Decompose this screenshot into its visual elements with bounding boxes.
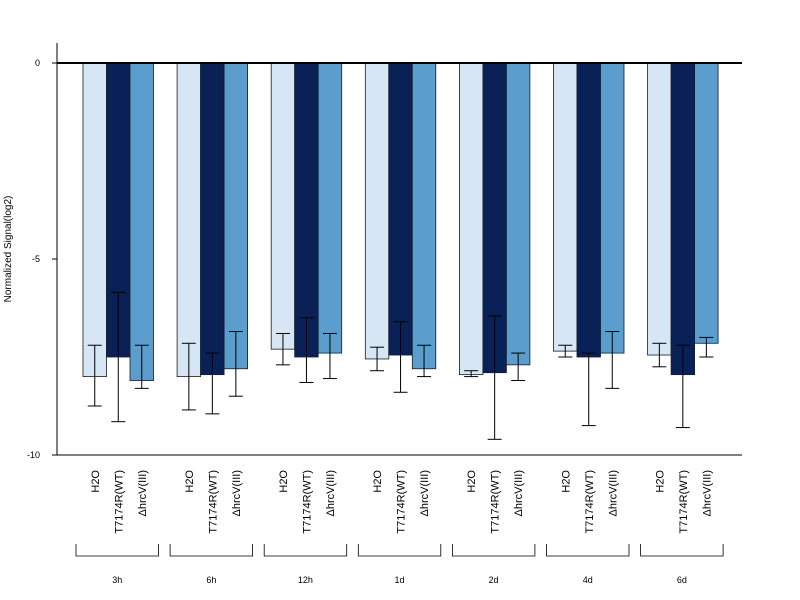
bar <box>576 62 601 358</box>
x-tick-label: T7174R(WT) <box>678 470 690 534</box>
bar <box>82 62 107 378</box>
bar <box>411 62 437 370</box>
bar <box>505 62 531 366</box>
bar <box>388 62 413 356</box>
bar <box>458 62 484 376</box>
x-tick-label: H2O <box>184 470 196 493</box>
group-bracket <box>640 544 724 557</box>
group-label: 6d <box>677 575 687 585</box>
bar <box>176 62 202 378</box>
x-tick-label: T7174R(WT) <box>301 470 313 534</box>
error-bars <box>87 291 714 440</box>
bar <box>294 62 319 358</box>
bar <box>694 62 719 344</box>
bar <box>270 62 296 350</box>
group-label: 4d <box>583 575 593 585</box>
x-tick-label: H2O <box>560 470 572 493</box>
y-axis-label: Normalized Signal(log2) <box>3 196 14 303</box>
group-bracket <box>75 544 159 557</box>
x-tick-label: ΔhrcV(III) <box>607 470 619 516</box>
bar <box>317 62 343 354</box>
bar <box>670 62 695 376</box>
group-label: 1d <box>395 575 405 585</box>
x-tick-label: ΔhrcV(III) <box>419 470 431 516</box>
x-tick-label: H2O <box>90 470 102 493</box>
x-tick-label: T7174R(WT) <box>113 470 125 534</box>
x-tick-label: ΔhrcV(III) <box>231 470 243 516</box>
x-tick-label: T7174R(WT) <box>207 470 219 534</box>
x-tick-label: ΔhrcV(III) <box>513 470 525 516</box>
x-tick-label: H2O <box>466 470 478 493</box>
bar <box>223 62 249 370</box>
group-bracket <box>357 544 442 557</box>
group-label: 3h <box>112 575 122 585</box>
x-tick-label: ΔhrcV(III) <box>701 470 713 516</box>
x-tick-label: H2O <box>278 470 290 493</box>
bar <box>200 62 225 376</box>
y-axis: 0 -5 -10 <box>27 43 742 460</box>
x-tick-label: ΔhrcV(III) <box>137 470 149 516</box>
group-bracket <box>169 544 253 557</box>
x-tick-label: ΔhrcV(III) <box>325 470 337 516</box>
x-category-labels: H2O T7174R(WT) ΔhrcV(III) H2O T7174R(WT) Δhrc… <box>90 470 714 534</box>
bar <box>553 62 578 352</box>
group-bracket <box>546 544 630 557</box>
x-tick-label: T7174R(WT) <box>584 470 596 534</box>
bar <box>129 62 154 381</box>
x-tick-label: H2O <box>372 470 384 493</box>
bars <box>82 62 719 381</box>
x-tick-label: H2O <box>654 470 666 493</box>
y-tick-label: -5 <box>32 254 40 264</box>
group-labels: 3h 6h 12h 1d 2d 4d 6d <box>75 544 724 585</box>
group-bracket <box>263 544 348 557</box>
group-label: 12h <box>298 575 313 585</box>
group-bracket <box>452 544 536 557</box>
y-tick-label: -10 <box>27 450 40 460</box>
bar <box>600 62 625 354</box>
y-tick-label: 0 <box>35 58 40 68</box>
x-tick-label: T7174R(WT) <box>490 470 502 534</box>
group-label: 6h <box>206 575 216 585</box>
bar <box>364 62 390 360</box>
x-tick-label: T7174R(WT) <box>396 470 408 534</box>
bar <box>647 62 672 356</box>
group-label: 2d <box>489 575 499 585</box>
